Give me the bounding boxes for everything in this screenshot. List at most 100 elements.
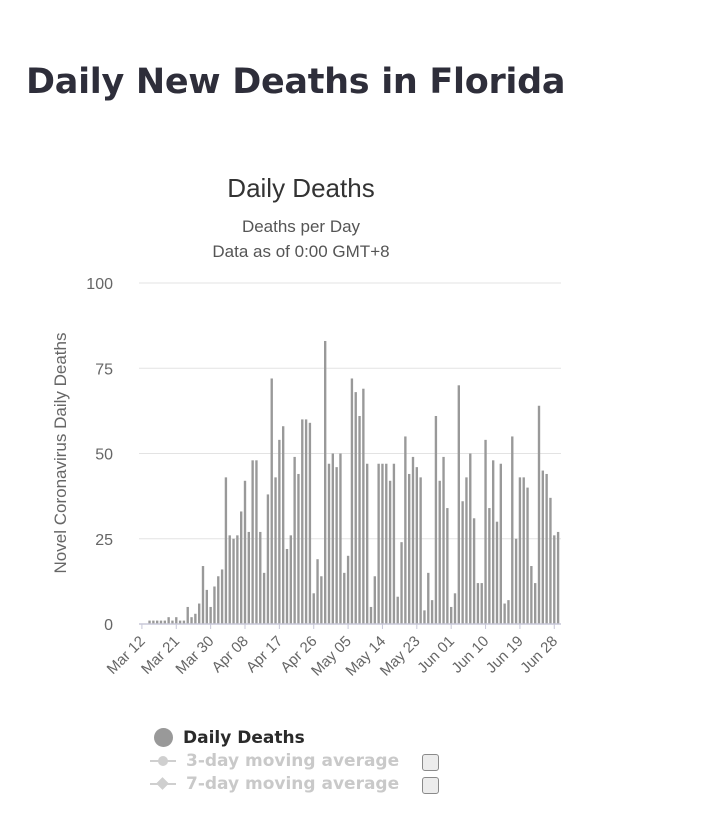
bar[interactable] bbox=[301, 419, 304, 624]
bar[interactable] bbox=[152, 620, 155, 624]
bar[interactable] bbox=[304, 419, 308, 624]
bar[interactable] bbox=[537, 405, 541, 624]
bar[interactable] bbox=[350, 378, 354, 624]
bar[interactable] bbox=[339, 453, 342, 625]
bar[interactable] bbox=[354, 392, 357, 624]
bar[interactable] bbox=[259, 531, 262, 624]
bar[interactable] bbox=[385, 463, 388, 624]
bar[interactable] bbox=[392, 463, 396, 624]
bar[interactable] bbox=[530, 566, 533, 624]
bar[interactable] bbox=[446, 508, 449, 624]
bar[interactable] bbox=[415, 467, 418, 624]
bar[interactable] bbox=[514, 538, 518, 624]
bar[interactable] bbox=[553, 535, 556, 624]
bar[interactable] bbox=[480, 583, 483, 624]
bar[interactable] bbox=[255, 460, 258, 624]
bar[interactable] bbox=[411, 456, 415, 624]
bar[interactable] bbox=[465, 477, 468, 624]
bar[interactable] bbox=[217, 576, 220, 624]
bar[interactable] bbox=[556, 531, 560, 624]
bar[interactable] bbox=[167, 617, 170, 624]
bar[interactable] bbox=[541, 470, 544, 624]
bar[interactable] bbox=[247, 531, 250, 624]
bar[interactable] bbox=[297, 473, 300, 624]
bar[interactable] bbox=[163, 620, 166, 624]
bar[interactable] bbox=[194, 613, 197, 624]
bar[interactable] bbox=[469, 453, 472, 625]
bar[interactable] bbox=[324, 340, 327, 624]
bar[interactable] bbox=[427, 572, 430, 624]
bar[interactable] bbox=[522, 477, 525, 624]
legend-item-7-day-average[interactable]: 7-day moving average bbox=[150, 772, 450, 795]
bar[interactable] bbox=[266, 494, 270, 624]
bar[interactable] bbox=[343, 572, 346, 624]
bar[interactable] bbox=[373, 576, 376, 624]
bar[interactable] bbox=[282, 426, 285, 624]
bar[interactable] bbox=[545, 473, 548, 624]
bar[interactable] bbox=[312, 593, 315, 624]
bar[interactable] bbox=[232, 538, 235, 624]
bar[interactable] bbox=[285, 548, 289, 624]
bar[interactable] bbox=[408, 473, 411, 624]
bar[interactable] bbox=[434, 415, 438, 624]
bar[interactable] bbox=[450, 606, 453, 624]
bar[interactable] bbox=[148, 620, 151, 624]
bar[interactable] bbox=[457, 385, 460, 624]
bar[interactable] bbox=[495, 521, 499, 624]
toggle-7-day-average-checkbox[interactable] bbox=[422, 777, 439, 794]
bar[interactable] bbox=[499, 463, 502, 624]
bar[interactable] bbox=[358, 415, 361, 624]
bar[interactable] bbox=[251, 460, 254, 624]
bar[interactable] bbox=[518, 477, 522, 624]
bar[interactable] bbox=[549, 497, 552, 624]
bar[interactable] bbox=[488, 508, 491, 624]
bar[interactable] bbox=[320, 576, 323, 624]
bar[interactable] bbox=[220, 569, 224, 624]
bar[interactable] bbox=[388, 480, 392, 624]
bar[interactable] bbox=[190, 617, 193, 624]
bar[interactable] bbox=[476, 583, 480, 624]
bar[interactable] bbox=[205, 589, 208, 624]
bar[interactable] bbox=[492, 460, 495, 624]
bar[interactable] bbox=[377, 463, 380, 624]
bar[interactable] bbox=[503, 603, 506, 624]
bar[interactable] bbox=[461, 501, 464, 624]
legend-item-3-day-average[interactable]: 3-day moving average bbox=[150, 749, 450, 772]
bar[interactable] bbox=[186, 606, 189, 624]
bar[interactable] bbox=[331, 453, 334, 625]
bar[interactable] bbox=[362, 388, 365, 624]
bar[interactable] bbox=[209, 606, 212, 624]
bar[interactable] bbox=[224, 477, 228, 624]
bar[interactable] bbox=[369, 606, 373, 624]
bar[interactable] bbox=[400, 542, 403, 624]
legend-item-daily-deaths[interactable]: Daily Deaths bbox=[150, 726, 450, 749]
bar[interactable] bbox=[453, 593, 457, 624]
bar[interactable] bbox=[262, 572, 266, 624]
bar[interactable] bbox=[228, 535, 231, 624]
bar[interactable] bbox=[404, 436, 407, 624]
bar[interactable] bbox=[316, 559, 319, 624]
bar[interactable] bbox=[178, 620, 182, 624]
bar[interactable] bbox=[346, 555, 350, 624]
bar[interactable] bbox=[472, 518, 476, 624]
bar[interactable] bbox=[308, 422, 312, 624]
bar[interactable] bbox=[534, 583, 537, 624]
bar[interactable] bbox=[442, 456, 445, 624]
bar[interactable] bbox=[270, 378, 273, 624]
bar[interactable] bbox=[156, 620, 159, 624]
bar[interactable] bbox=[327, 463, 331, 624]
bar[interactable] bbox=[198, 603, 201, 624]
bar[interactable] bbox=[293, 456, 296, 624]
bar[interactable] bbox=[175, 617, 178, 624]
bar[interactable] bbox=[396, 596, 399, 624]
bar[interactable] bbox=[182, 620, 186, 624]
bar[interactable] bbox=[423, 610, 426, 624]
bar[interactable] bbox=[240, 511, 243, 624]
bar[interactable] bbox=[484, 439, 487, 624]
bar[interactable] bbox=[335, 467, 338, 624]
bar[interactable] bbox=[278, 439, 281, 624]
bar[interactable] bbox=[438, 480, 441, 624]
bar[interactable] bbox=[201, 566, 205, 624]
toggle-3-day-average-checkbox[interactable] bbox=[422, 754, 439, 771]
bar[interactable] bbox=[213, 586, 216, 624]
